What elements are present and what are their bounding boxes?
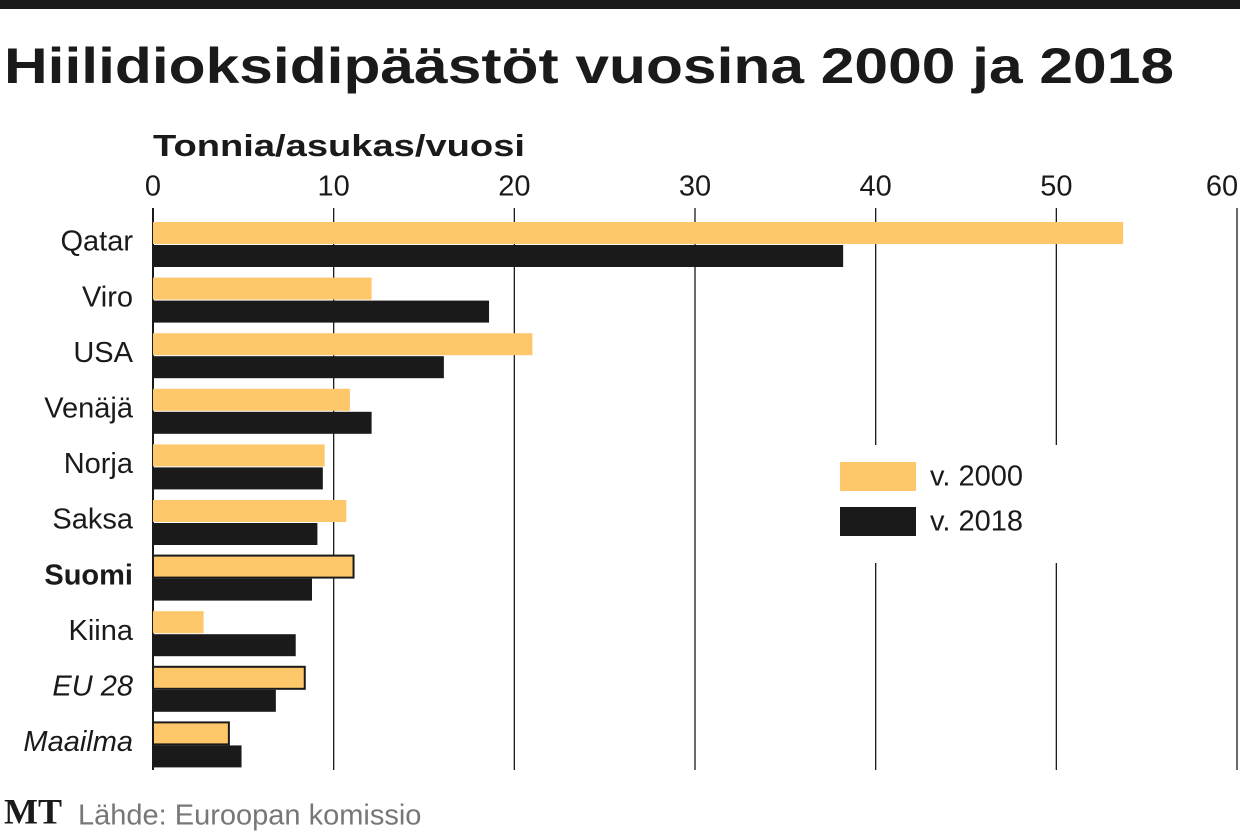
y-tick-label: Viro [82, 281, 133, 313]
x-tick-label: 60 [1206, 171, 1238, 203]
y-tick-label: Venäjä [44, 392, 134, 424]
y-tick-label: Kiina [69, 615, 134, 647]
x-axis-label: Tonnia/asukas/vuosi [153, 128, 525, 163]
bar [153, 611, 204, 634]
bar [153, 523, 318, 545]
bar [153, 388, 350, 411]
bar [152, 554, 355, 579]
y-tick-label: USA [73, 337, 133, 369]
bar [153, 578, 312, 601]
logo: MT [4, 791, 62, 831]
legend-swatch [840, 507, 916, 536]
bar [153, 745, 242, 768]
x-tick-label: 20 [498, 171, 530, 203]
bar [153, 444, 325, 467]
legend-label: v. 2000 [930, 461, 1023, 493]
bar [153, 411, 372, 434]
y-tick-label: Qatar [60, 226, 133, 258]
bar [153, 300, 490, 323]
y-tick-label: Maailma [23, 726, 133, 758]
x-tick-label: 40 [860, 171, 892, 203]
y-tick-label: EU 28 [52, 670, 133, 702]
x-tick-label: 50 [1040, 171, 1072, 203]
source: Lähde: Euroopan komissio [78, 800, 421, 832]
y-tick-label: Suomi [44, 559, 133, 591]
legend-label: v. 2018 [930, 506, 1023, 538]
chart-title: Hiilidioksidipäästöt vuosina 2000 ja 201… [4, 38, 1174, 94]
y-tick-label: Saksa [52, 504, 133, 536]
bar [153, 222, 1124, 244]
bar [153, 277, 372, 300]
legend-swatch [840, 462, 916, 491]
x-tick-label: 30 [679, 171, 711, 203]
bar [153, 689, 276, 712]
bar [153, 634, 296, 657]
y-tick-label: Norja [64, 448, 134, 480]
bar [153, 467, 323, 490]
x-tick-label: 0 [145, 171, 161, 203]
top-rule [0, 0, 1240, 9]
bar [152, 721, 230, 746]
bar [153, 245, 844, 267]
bar [153, 356, 444, 379]
bar [153, 500, 347, 522]
x-tick-label: 10 [318, 171, 350, 203]
bar [153, 333, 533, 356]
bar [152, 665, 306, 690]
